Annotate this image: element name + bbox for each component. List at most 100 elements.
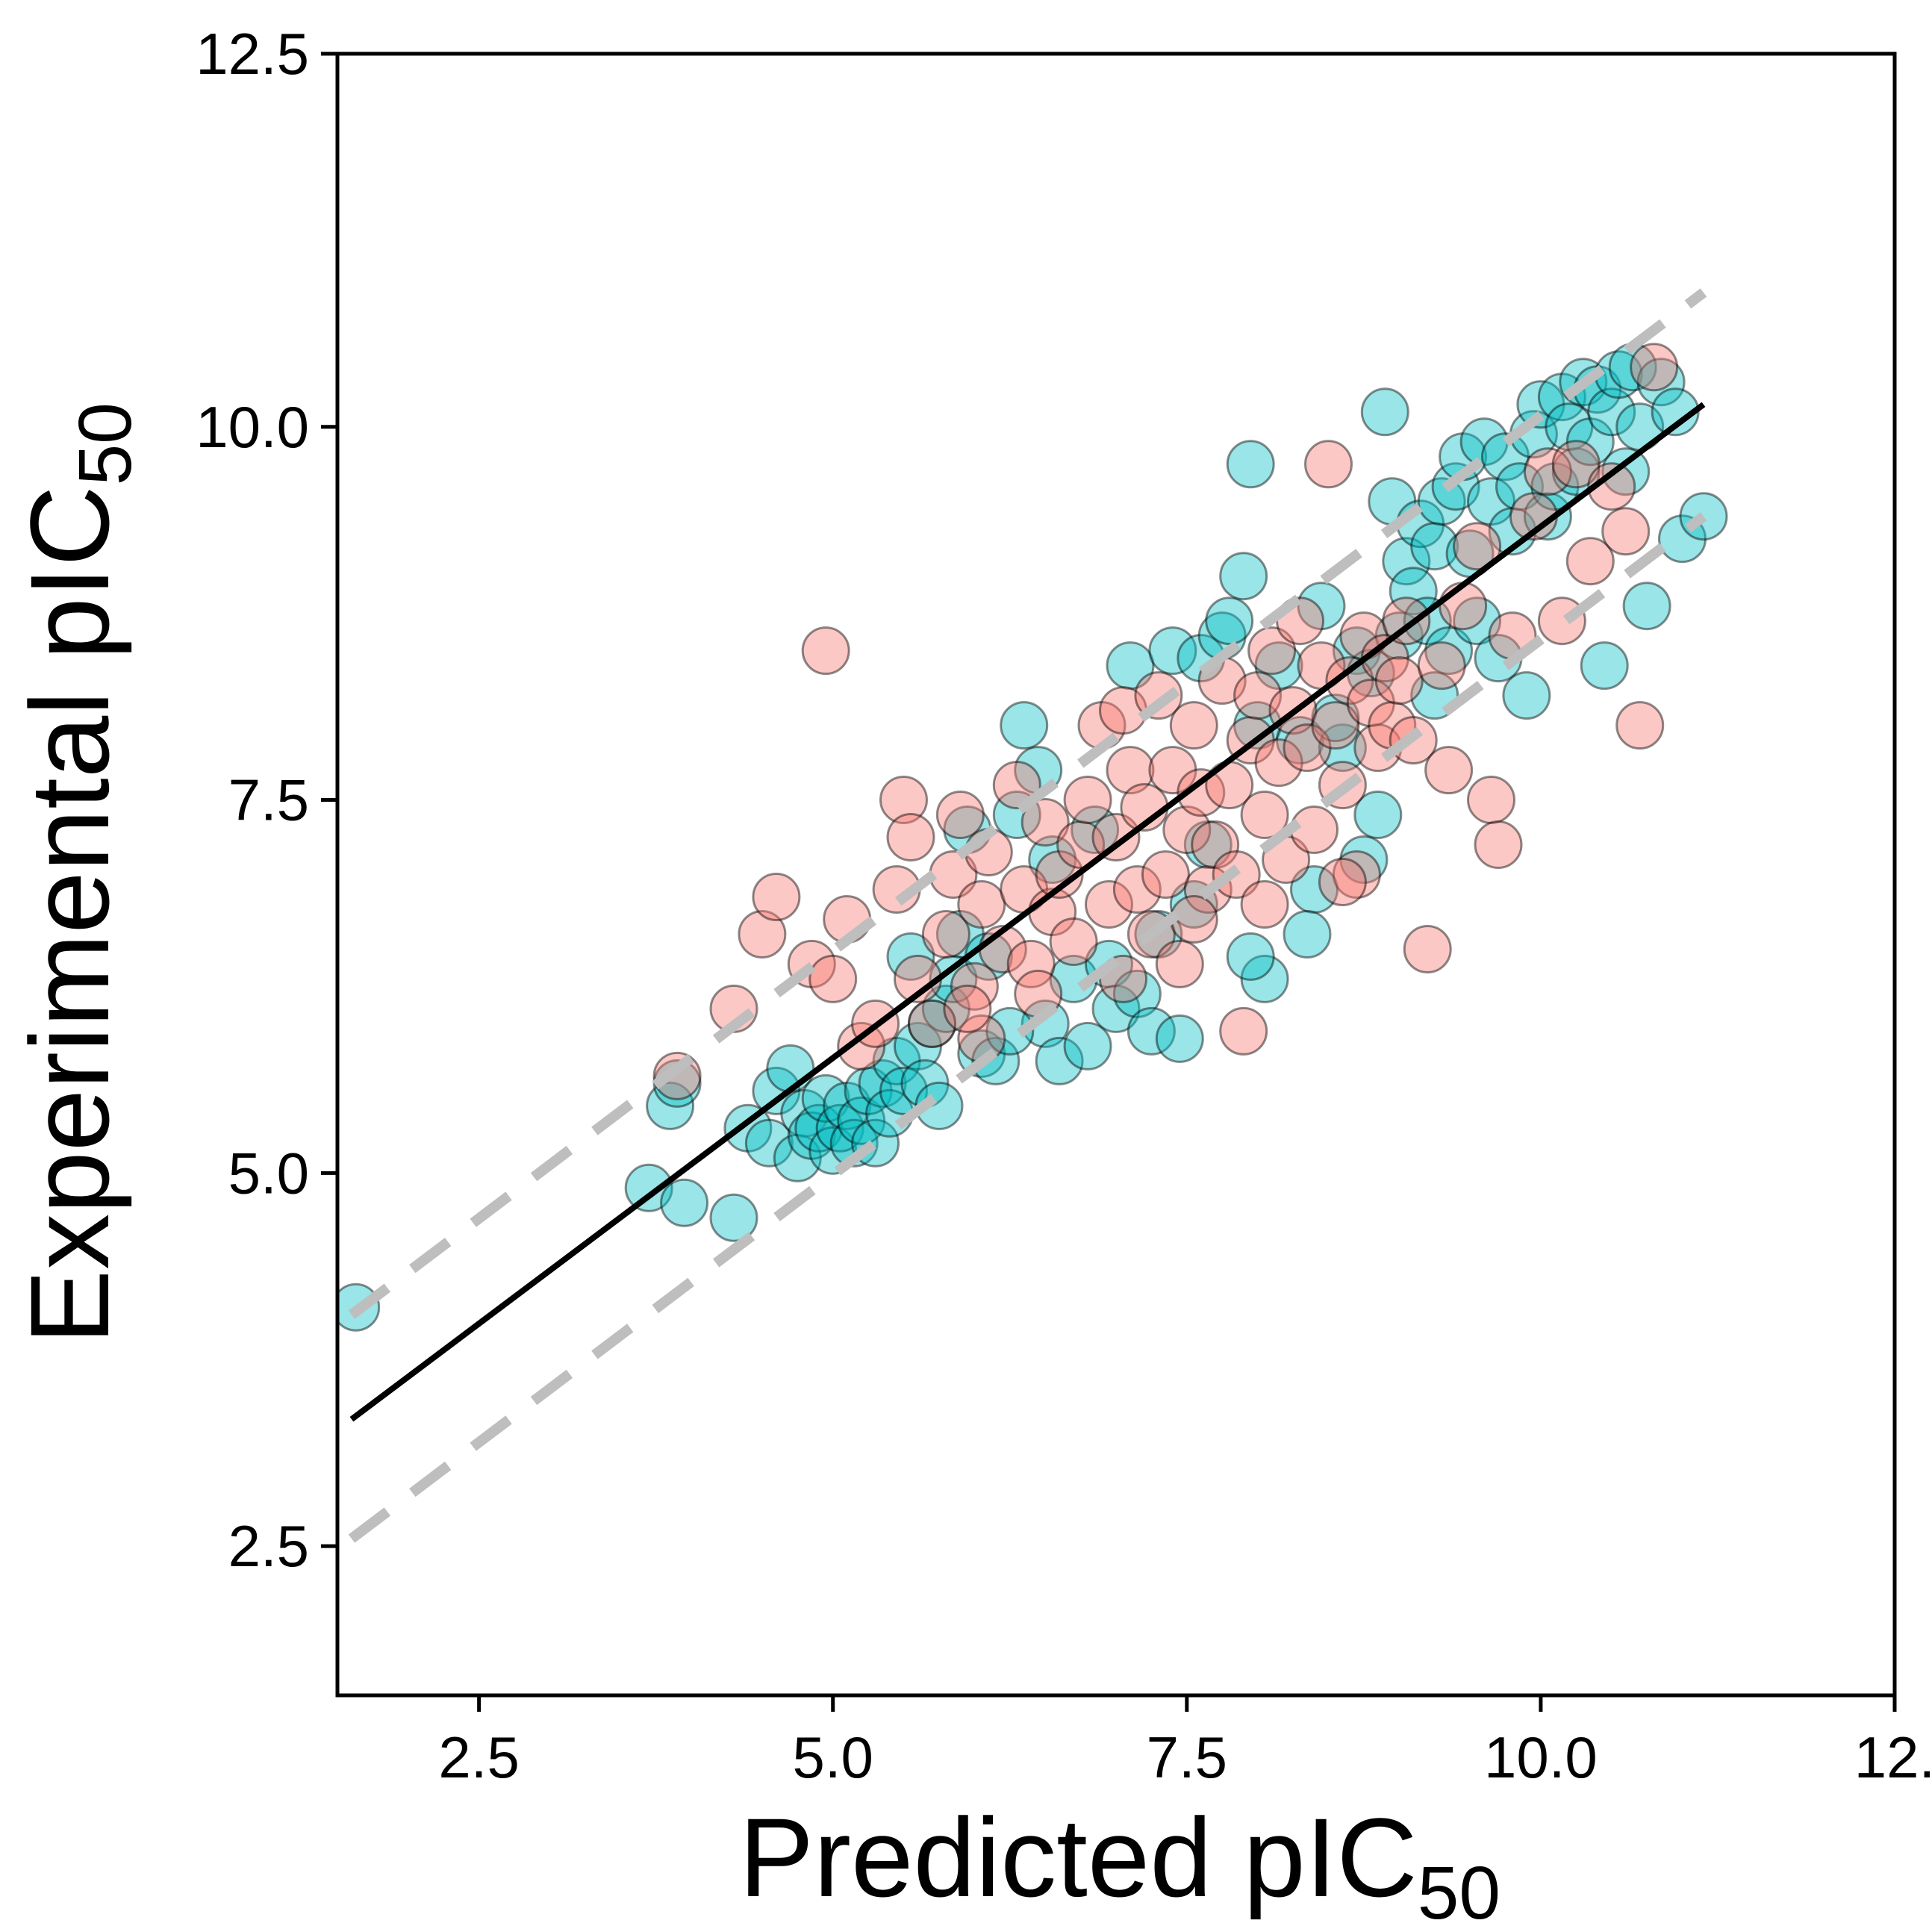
point-training-97 [1551, 447, 1601, 496]
point-test-17 [935, 791, 985, 839]
point-test-43 [1162, 805, 1212, 854]
point-training-116 [1028, 835, 1077, 884]
point-test-28 [1049, 917, 1098, 966]
point-training-13 [794, 1103, 844, 1153]
point-training-89 [1495, 462, 1544, 511]
point-test-2 [738, 910, 787, 959]
point-test-89 [1587, 462, 1636, 511]
x-tick-label-2: 7.5 [1147, 1724, 1227, 1790]
point-training-38 [1000, 701, 1049, 750]
point-training-104 [1601, 447, 1651, 496]
points-layer [337, 343, 1728, 1332]
point-test-77 [1417, 641, 1466, 691]
point-training-101 [1580, 641, 1629, 691]
point-test-60 [1283, 723, 1332, 773]
point-training-102 [1587, 387, 1636, 437]
point-training-77 [1410, 522, 1459, 571]
y-axis-title-subscript: 50 [63, 402, 147, 485]
point-training-32 [935, 910, 985, 959]
point-training-4 [660, 1178, 709, 1227]
point-test-92 [1630, 343, 1679, 392]
point-test-32 [1085, 880, 1133, 929]
point-test-47 [1191, 820, 1240, 869]
x-axis: 2.5 5.0 7.5 10.0 12. [438, 1695, 1932, 1790]
point-test-64 [1311, 701, 1360, 750]
point-training-47 [1106, 641, 1155, 691]
point-test-54 [1240, 791, 1289, 839]
point-test-45 [1177, 768, 1226, 817]
point-test-91 [1615, 701, 1665, 750]
point-test-74 [1382, 596, 1431, 646]
point-test-15 [921, 910, 970, 959]
point-training-65 [1318, 723, 1367, 773]
x-tick-label-3: 10.0 [1484, 1724, 1598, 1790]
point-test-76 [1403, 925, 1452, 973]
point-test-36 [1112, 865, 1162, 914]
point-test-53 [1233, 671, 1283, 720]
point-training-107 [1622, 582, 1671, 631]
point-training-90 [1502, 671, 1551, 720]
point-training-62 [1276, 716, 1324, 765]
regression-fit-line [349, 402, 1706, 1422]
point-training-117 [1183, 820, 1233, 869]
point-test-67 [1332, 850, 1381, 899]
point-test-12 [886, 813, 935, 861]
point-training-73 [1382, 537, 1431, 586]
point-training-1 [624, 1163, 673, 1212]
point-training-12 [787, 1111, 836, 1160]
point-training-76 [1403, 596, 1452, 646]
point-test-56 [1254, 738, 1303, 788]
plot-frame [335, 52, 1897, 1698]
point-test-6 [808, 954, 858, 1003]
point-training-113 [1226, 932, 1275, 981]
point-test-66 [1325, 656, 1374, 705]
point-test-18 [950, 962, 999, 1011]
point-training-94 [1530, 462, 1580, 511]
point-test-35 [1106, 746, 1155, 795]
point-training-2 [646, 1081, 695, 1130]
point-test-33 [1091, 813, 1141, 861]
point-training-31 [929, 954, 978, 1003]
y-tick-label-3: 10.0 [196, 394, 309, 460]
point-training-70 [1360, 387, 1409, 437]
point-test-61 [1290, 805, 1339, 854]
point-test-79 [1439, 582, 1488, 631]
point-test-99 [1318, 858, 1367, 906]
point-training-60 [1240, 954, 1289, 1003]
point-test-25 [1020, 798, 1070, 847]
point-test-78 [1424, 746, 1474, 795]
point-training-108 [1636, 358, 1686, 407]
point-test-3 [752, 873, 801, 921]
point-training-28 [908, 999, 956, 1048]
point-test-5 [801, 626, 850, 676]
point-test-27 [1035, 850, 1084, 899]
x-axis-title-main: Predicted pIC [739, 1795, 1418, 1920]
x-tick-label-1: 5.0 [793, 1724, 873, 1790]
point-test-98 [1240, 880, 1289, 929]
point-training-112 [1283, 910, 1332, 959]
point-test-44 [1169, 701, 1218, 750]
y-tick-label-4: 12.5 [196, 21, 309, 87]
y-axis-title-main: Experimental pIC [7, 485, 132, 1344]
point-test-82 [1474, 820, 1523, 869]
point-test-87 [1551, 440, 1601, 489]
y-tick-label-0: 2.5 [228, 1513, 309, 1579]
point-test-73 [1374, 656, 1424, 705]
x-axis-title: Predicted pIC50 [739, 1795, 1501, 1929]
y-axis: 2.5 5.0 7.5 10.0 12.5 [196, 21, 337, 1579]
point-training-85 [1467, 477, 1515, 526]
point-training-118 [1311, 694, 1360, 743]
upper-bound-line [348, 288, 1707, 1319]
point-training-25 [879, 1066, 928, 1115]
y-axis-title: Experimental pIC50 [7, 402, 147, 1344]
point-training-87 [1481, 432, 1530, 482]
point-test-94 [943, 984, 992, 1033]
point-test-8 [837, 1021, 886, 1071]
x-axis-title-subscript: 50 [1418, 1851, 1501, 1929]
point-test-90 [1601, 507, 1651, 556]
point-training-61 [1254, 641, 1303, 691]
point-training-26 [894, 1021, 942, 1071]
point-training-16 [815, 1103, 864, 1153]
point-training-46 [1091, 984, 1141, 1033]
